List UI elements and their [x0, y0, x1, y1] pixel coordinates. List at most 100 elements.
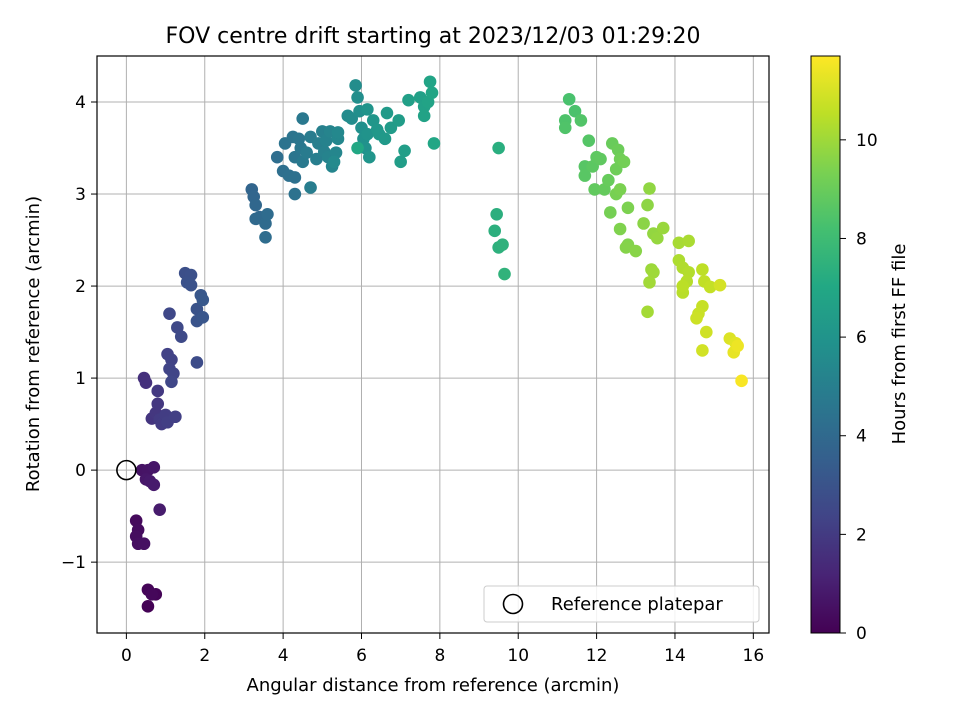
x-axis-ticks: 0 2 4 6 8 10 12 14 16 [121, 633, 764, 666]
data-point [582, 134, 596, 147]
data-point [621, 201, 635, 215]
data-point [288, 171, 302, 184]
data-point [384, 121, 398, 135]
data-point [417, 109, 431, 123]
x-tick-label: 0 [121, 646, 132, 666]
data-point [613, 183, 627, 196]
data-point [392, 114, 406, 127]
data-point [147, 461, 161, 474]
data-point [492, 141, 505, 155]
x-tick-label: 14 [664, 646, 686, 666]
data-point [647, 265, 660, 279]
data-point [568, 104, 582, 118]
x-tick-label: 6 [356, 646, 367, 666]
grid-lines [97, 56, 769, 633]
data-point [423, 75, 437, 89]
data-point [696, 263, 709, 276]
legend-entry-reference: Reference platepar [551, 594, 723, 615]
y-tick-label: 0 [75, 461, 86, 481]
data-point [427, 137, 441, 150]
colorbar-ticks: 0 2 4 6 8 10 [840, 131, 878, 644]
data-point [380, 106, 394, 120]
y-axis-label: Rotation from reference (arcmin) [23, 196, 44, 492]
data-point [196, 311, 210, 324]
data-point [496, 238, 509, 251]
data-point [574, 114, 588, 127]
data-point [643, 182, 656, 195]
data-point [363, 150, 376, 164]
data-point [394, 155, 407, 169]
data-point [619, 241, 633, 254]
data-point [151, 384, 165, 398]
data-point [617, 155, 631, 169]
data-point [351, 91, 364, 104]
data-point [613, 222, 627, 236]
x-tick-label: 12 [586, 646, 608, 666]
data-point [604, 206, 617, 219]
data-point [261, 207, 274, 221]
data-point [163, 307, 176, 320]
data-point [259, 230, 272, 244]
x-tick-label: 4 [278, 646, 289, 666]
data-point [578, 169, 592, 182]
data-point [331, 126, 345, 139]
data-point [690, 311, 703, 325]
data-point [327, 155, 341, 169]
data-point [641, 198, 654, 212]
data-point [249, 212, 262, 226]
x-axis-label: Angular distance from reference (arcmin) [247, 675, 620, 696]
data-point [682, 234, 695, 248]
data-point [139, 376, 153, 389]
data-point [145, 588, 159, 601]
data-point [656, 221, 670, 235]
colorbar-tick-label: 10 [856, 131, 878, 151]
data-point [270, 150, 284, 164]
data-point [398, 144, 411, 158]
y-tick-label: 1 [75, 369, 86, 389]
data-point [190, 356, 204, 369]
data-point [402, 93, 415, 107]
data-point [731, 339, 744, 353]
data-point [349, 79, 362, 92]
data-point [165, 375, 178, 389]
data-point [735, 374, 748, 388]
data-point [602, 173, 615, 187]
data-point [184, 278, 198, 292]
data-point [351, 141, 364, 155]
data-point [676, 279, 690, 293]
data-point [137, 537, 151, 551]
data-point [304, 181, 317, 194]
data-point [651, 231, 664, 245]
data-point [643, 276, 656, 289]
colorbar [810, 55, 841, 634]
legend-reference-marker [502, 593, 524, 615]
data-point [562, 92, 576, 106]
data-point [558, 121, 572, 135]
data-point [147, 478, 161, 492]
colorbar-tick-label: 6 [856, 328, 867, 348]
data-point [637, 217, 650, 230]
data-point [249, 198, 262, 212]
data-point [672, 236, 686, 250]
data-points [116, 75, 748, 613]
data-point [288, 187, 302, 201]
colorbar-label: Hours from first FF file [889, 244, 910, 445]
data-point [696, 344, 709, 357]
data-point [700, 325, 713, 339]
data-point [296, 112, 310, 125]
data-point [141, 600, 155, 613]
y-tick-label: 4 [75, 93, 86, 113]
colorbar-tick-label: 0 [856, 624, 867, 644]
y-tick-label: 3 [75, 185, 86, 205]
x-tick-label: 2 [199, 646, 210, 666]
chart-title: FOV centre drift starting at 2023/12/03 … [166, 24, 701, 49]
legend-box [483, 585, 760, 623]
legend: Reference platepar [483, 585, 760, 623]
data-point [169, 410, 182, 424]
data-point [609, 162, 623, 176]
y-tick-label: −1 [61, 553, 86, 573]
data-point [498, 267, 511, 281]
data-point [196, 293, 210, 307]
data-point [361, 127, 374, 141]
